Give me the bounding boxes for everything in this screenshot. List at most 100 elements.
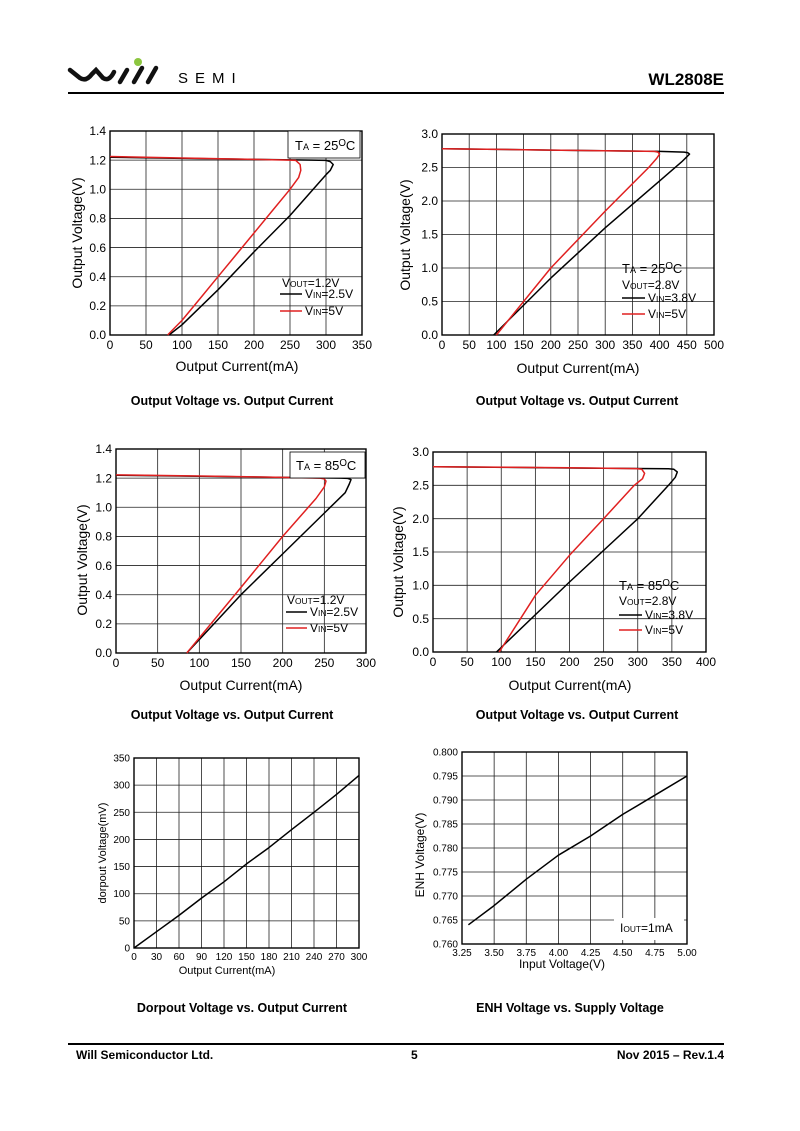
y-tick-label: 2.5 <box>412 479 429 493</box>
y-tick-label: 0.6 <box>89 241 106 255</box>
annotation-text: TA = 85OC <box>296 458 356 473</box>
x-tick-label: 150 <box>525 655 545 669</box>
annotation-rest: =2.5V <box>326 605 358 619</box>
annotation-p: I <box>620 921 623 935</box>
y-tick-label: 0 <box>124 944 130 955</box>
y-tick-label: 1.2 <box>95 471 112 485</box>
footer-revision: Nov 2015 – Rev.1.4 <box>616 1048 724 1062</box>
annotation-rest: = 25 <box>309 138 338 153</box>
annotation-sup: O <box>339 458 347 469</box>
plot-frame <box>109 130 363 336</box>
x-tick-label: 100 <box>172 338 192 352</box>
x-tick-label: 200 <box>273 656 293 670</box>
y-tick-label: 0.760 <box>433 940 458 951</box>
y-tick-label: 0.0 <box>421 328 438 342</box>
annotation-sup: O <box>338 138 346 149</box>
x-tick-label: 4.25 <box>581 948 601 959</box>
brand-name: SEMI <box>178 70 243 87</box>
annotation-text: VOUT=2.8V <box>619 594 676 608</box>
annotation-rest: = 85 <box>310 458 339 473</box>
x-tick-label: 60 <box>173 952 185 963</box>
annotation-sub: IN <box>656 294 664 304</box>
x-tick-label: 100 <box>486 338 506 352</box>
footer-company: Will Semiconductor Ltd. <box>76 1048 214 1062</box>
x-tick-label: 300 <box>356 656 376 670</box>
x-tick-label: 250 <box>568 338 588 352</box>
y-tick-label: 1.0 <box>89 182 106 196</box>
x-tick-label: 300 <box>595 338 615 352</box>
annotation-p: V <box>645 623 653 637</box>
y-axis-label: Output Voltage(V) <box>390 506 406 617</box>
y-tick-label: 0.780 <box>433 844 458 855</box>
y-tick-label: 2.0 <box>412 512 429 526</box>
y-tick-label: 0.2 <box>95 617 112 631</box>
y-tick-label: 1.4 <box>95 442 112 456</box>
y-tick-label: 150 <box>113 862 130 873</box>
y-tick-label: 1.5 <box>412 545 429 559</box>
y-tick-label: 1.4 <box>89 124 106 138</box>
annotation-sub: IN <box>653 626 661 636</box>
y-tick-label: 0.785 <box>433 820 458 831</box>
x-tick-label: 90 <box>196 952 208 963</box>
annotation-text: TA = 25OC <box>622 261 682 276</box>
x-tick-label: 50 <box>460 655 474 669</box>
y-axis-label: dorpout Voltage(mV) <box>97 803 109 904</box>
y-axis-label: Output Voltage(V) <box>397 179 413 290</box>
y-tick-label: 0.800 <box>433 748 458 759</box>
caption-chart-1: Output Voltage vs. Output Current <box>130 394 334 408</box>
series-line-1 <box>133 774 360 949</box>
y-axis-label: Output Voltage(V) <box>69 177 85 288</box>
x-tick-label: 350 <box>352 338 372 352</box>
x-tick-label: 3.25 <box>452 948 472 959</box>
x-tick-label: 250 <box>314 656 334 670</box>
x-axis-label: Output Current(mA) <box>509 677 632 693</box>
series-line-2 <box>441 147 661 336</box>
annotation-rest: =1.2V <box>313 593 345 607</box>
x-tick-label: 5.00 <box>677 948 697 959</box>
caption-chart-6: ENH Voltage vs. Supply Voltage <box>476 1001 664 1015</box>
plot-frame <box>133 757 360 949</box>
annotation-p: T <box>296 458 304 473</box>
annotation-rest: = 85 <box>633 578 662 593</box>
x-tick-label: 400 <box>696 655 716 669</box>
y-tick-label: 0.5 <box>421 295 438 309</box>
y-tick-label: 200 <box>113 835 130 846</box>
x-tick-label: 50 <box>463 338 477 352</box>
annotation-p: T <box>295 138 303 153</box>
annotation-rest: =2.8V <box>645 594 677 608</box>
caption-chart-2: Output Voltage vs. Output Current <box>475 394 679 408</box>
annotation-sub: IN <box>313 307 321 317</box>
annotation-p: V <box>648 291 656 305</box>
annotation-rest: =3.8V <box>664 291 696 305</box>
header-divider <box>68 92 724 94</box>
annotation-p: T <box>619 578 627 593</box>
annotation-p: V <box>310 621 318 635</box>
x-tick-label: 0 <box>113 656 120 670</box>
y-tick-label: 50 <box>119 916 131 927</box>
y-tick-label: 1.5 <box>421 228 438 242</box>
x-tick-label: 50 <box>151 656 165 670</box>
x-axis-label: Output Current(mA) <box>180 677 303 693</box>
y-tick-label: 250 <box>113 808 130 819</box>
x-tick-label: 400 <box>650 338 670 352</box>
y-tick-label: 1.0 <box>421 261 438 275</box>
annotation-rest: =1mA <box>641 921 673 935</box>
annotation-p: V <box>648 307 656 321</box>
annotation-p: V <box>645 608 653 622</box>
y-tick-label: 1.0 <box>95 500 112 514</box>
y-tick-label: 2.0 <box>421 194 438 208</box>
x-tick-label: 120 <box>216 952 233 963</box>
y-tick-label: 0.775 <box>433 868 458 879</box>
plot-frame <box>432 451 707 653</box>
chart-6: 3.25 3.50 3.75 4.00 4.25 4.50 4.75 5.00 0.760 0.7… <box>413 748 697 972</box>
y-tick-label: 0.2 <box>89 299 106 313</box>
x-tick-label: 250 <box>280 338 300 352</box>
x-tick-label: 300 <box>628 655 648 669</box>
x-tick-label: 210 <box>283 952 300 963</box>
annotation-sub: OUT <box>627 597 645 607</box>
annotation-p: V <box>622 278 630 292</box>
y-tick-label: 3.0 <box>421 127 438 141</box>
x-tick-label: 200 <box>244 338 264 352</box>
y-tick-label: 350 <box>113 754 130 765</box>
series-line-1 <box>467 775 688 926</box>
